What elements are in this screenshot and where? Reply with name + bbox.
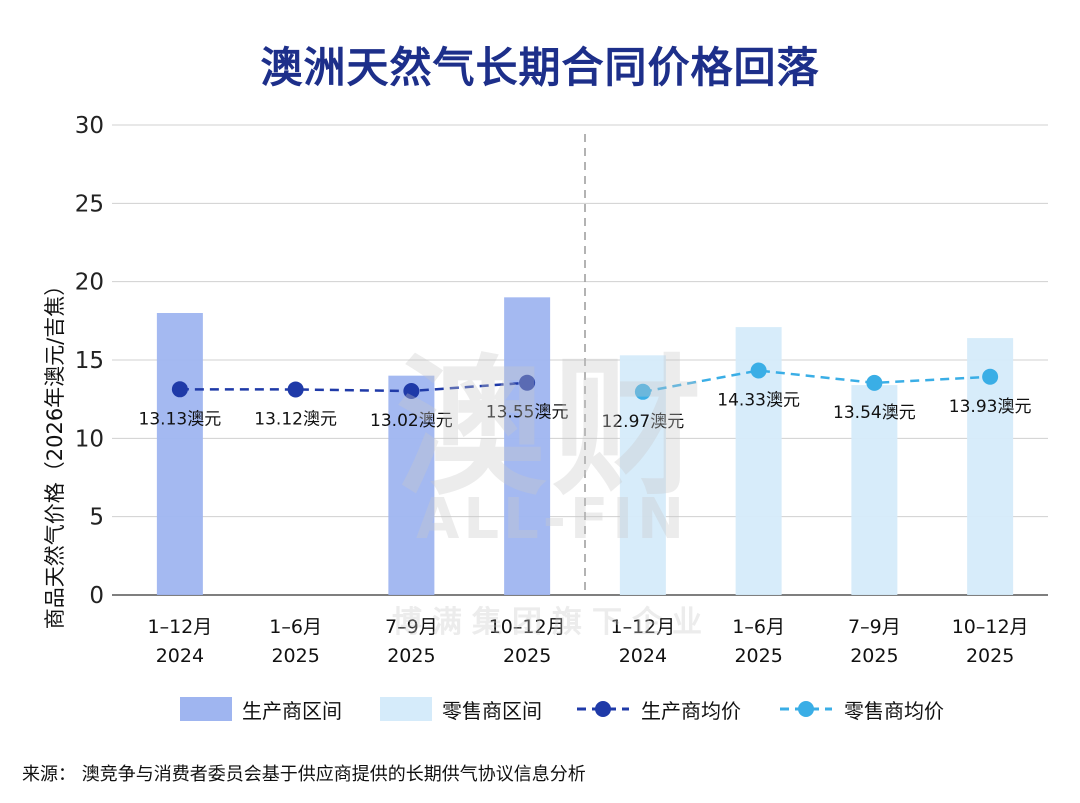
data-label: 13.12澳元	[254, 409, 337, 429]
x-tick-period: 10–12月	[489, 616, 566, 638]
y-tick-label: 30	[75, 113, 104, 139]
retailer-avg-point	[982, 368, 999, 385]
y-tick-label: 10	[75, 426, 104, 452]
x-tick-period: 1–6月	[732, 616, 785, 638]
y-axis-label: 商品天然气价格（2026年澳元/吉焦）	[43, 274, 67, 630]
legend-swatch-retailer-avg	[780, 701, 832, 717]
x-tick-year: 2025	[503, 645, 551, 667]
legend-label: 生产商区间	[242, 698, 342, 723]
x-tick-year: 2024	[619, 645, 667, 667]
retailer-range-bar	[851, 385, 898, 595]
retailer-avg-point	[866, 374, 883, 391]
data-label: 12.97澳元	[602, 412, 685, 432]
x-tick-period: 10–12月	[952, 616, 1029, 638]
producer-range-bar	[388, 375, 435, 595]
y-tick-label: 15	[75, 348, 104, 374]
retailer-avg-point	[634, 383, 651, 400]
legend-swatch-producer-range	[180, 697, 232, 721]
y-tick-label: 25	[75, 191, 104, 217]
data-label: 13.93澳元	[949, 397, 1032, 417]
watermark-sub: ALL-FIN	[416, 487, 688, 552]
producer-avg-point	[403, 383, 420, 400]
producer-range-bar	[156, 313, 203, 595]
x-tick-period: 7–9月	[385, 616, 438, 638]
legend-item-producer-avg: 生产商均价	[575, 694, 741, 724]
data-label: 13.55澳元	[486, 403, 569, 423]
legend-item-retailer-range: 零售商区间	[380, 694, 542, 724]
x-tick-year: 2024	[156, 645, 204, 667]
chart-title: 澳洲天然气长期合同价格回落	[260, 43, 820, 92]
watermark-tagline: 博满集团旗下企业	[392, 605, 712, 640]
y-tick-label: 20	[75, 270, 104, 296]
y-tick-label: 0	[89, 583, 104, 609]
data-label: 14.33澳元	[717, 390, 800, 410]
x-tick-year: 2025	[966, 645, 1014, 667]
legend: 生产商区间 零售商区间 生产商均价 零售商均价	[0, 694, 1080, 724]
x-tick-year: 2025	[734, 645, 782, 667]
producer-avg-point	[519, 374, 536, 391]
retailer-avg-point	[750, 362, 767, 379]
legend-item-retailer-avg: 零售商均价	[778, 694, 944, 724]
producer-avg-point	[287, 381, 304, 398]
producer-avg-point	[171, 381, 188, 398]
legend-label: 生产商均价	[641, 698, 741, 723]
retailer-avg-line	[642, 369, 991, 394]
source-note: 来源： 澳竞争与消费者委员会基于供应商提供的长期供气协议信息分析	[22, 764, 586, 785]
legend-label: 零售商均价	[844, 698, 944, 723]
x-tick-period: 1–6月	[269, 616, 322, 638]
x-tick-period: 1–12月	[610, 616, 675, 638]
legend-label: 零售商区间	[442, 698, 542, 723]
x-tick-year: 2025	[271, 645, 319, 667]
producer-range-bar	[504, 297, 551, 595]
y-tick-label: 5	[89, 505, 104, 531]
data-label: 13.13澳元	[139, 409, 222, 429]
x-tick-period: 7–9月	[848, 616, 901, 638]
data-label: 13.02澳元	[370, 411, 453, 431]
x-tick-year: 2025	[850, 645, 898, 667]
title-band: 澳洲天然气长期合同价格回落	[0, 0, 1080, 92]
legend-swatch-retailer-range	[380, 697, 432, 721]
data-label: 13.54澳元	[833, 403, 916, 423]
producer-avg-line	[179, 381, 528, 393]
x-tick-period: 1–12月	[147, 616, 212, 638]
legend-swatch-producer-avg	[577, 701, 629, 717]
chart-panel: 0 5 10 15 20 25 30 13.13澳元 13.12澳元 13.02澳元 13.55澳元…	[12, 92, 1068, 697]
x-tick-year: 2025	[387, 645, 435, 667]
legend-item-producer-range: 生产商区间	[180, 694, 342, 724]
